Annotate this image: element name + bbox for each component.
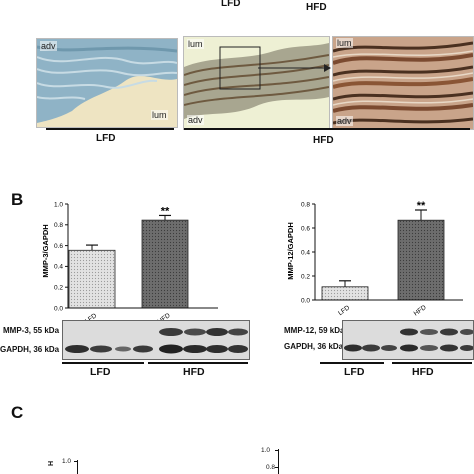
panel-c-right-tick-mark-2 (275, 467, 278, 468)
chart1-ytick-label-2: 0.4 (301, 249, 310, 256)
image1-label-adv: adv (40, 41, 57, 51)
chart1-ytick-label-3: 0.6 (301, 225, 310, 232)
blot-left-lfd-rule (62, 362, 144, 364)
chart1-xlabel-0: LFD (337, 304, 351, 317)
chart0-ylabel: MMP-3/GAPDH (41, 224, 50, 277)
blot-right-row1-label: MMP-12, 59 kDa (284, 326, 345, 335)
chart1-x-labels: LFD HFD (337, 304, 428, 318)
chart1-ytick-label-4: 0.8 (301, 201, 310, 208)
chart0-ytick-label-1: 0.2 (54, 285, 63, 292)
chart0-bar-hfd (141, 219, 189, 309)
image2-label-lum: lum (187, 39, 204, 49)
panel-a-group-lfd: LFD (96, 133, 116, 144)
hfd-zoom-micrograph: lum adv (332, 36, 474, 130)
lfd-aorta-micrograph: adv lum (36, 38, 178, 128)
chart1-ylabel-group: MMP-12/GAPDH (286, 222, 295, 280)
chart1-xlabel-1: HFD (413, 304, 428, 318)
chart0-ytick-label-4: 0.8 (54, 222, 63, 229)
blot-right-hfd-rule (392, 362, 472, 364)
panel-a-top-label-lfd: LFD (221, 0, 241, 9)
mmp12-bar-chart: MMP-12/GAPDH 0.0 0.2 0.4 0.6 0.8 ** LFD HFD (286, 200, 463, 318)
chart0-bar-lfd (68, 249, 116, 309)
image3-label-lum: lum (336, 38, 353, 48)
chart1-ylabel: MMP-12/GAPDH (286, 222, 295, 280)
chart0-ytick-label-0: 0.0 (54, 305, 63, 312)
panel-c-ylabel-fragment: H (48, 460, 55, 466)
chart1-bar-lfd (321, 286, 369, 301)
blot-right-group-hfd: HFD (412, 366, 434, 378)
chart1-y-ticks: 0.0 0.2 0.4 0.6 0.8 (301, 201, 315, 304)
panel-c-left-tick-1: 1.0 (62, 458, 72, 465)
chart0-ytick-label-2: 0.4 (54, 264, 63, 271)
chart0-significance-0: ** (161, 205, 170, 217)
hfd-aorta-micrograph: lum adv (183, 36, 330, 130)
blot-left-image (62, 320, 250, 360)
blot-right-image (342, 320, 474, 360)
image2-label-adv: adv (187, 115, 204, 125)
blot-left-group-hfd: HFD (183, 366, 205, 378)
panel-a-lfd-rule (46, 128, 174, 130)
chart0-bars: ** (68, 205, 189, 309)
panel-c-left-y-axis (77, 460, 78, 474)
chart1-bars: ** (321, 200, 445, 301)
chart0-ytick-label-3: 0.6 (54, 243, 63, 250)
zoom-arrow (258, 64, 331, 72)
blot-left-hfd-rule (148, 362, 248, 364)
panel-a-group-hfd: HFD (313, 135, 334, 146)
chart0-ylabel-group: MMP-3/GAPDH (41, 224, 50, 277)
chart1-bar-hfd (397, 219, 445, 301)
blot-left-group-lfd: LFD (90, 366, 111, 378)
panel-c-left-tick-mark (74, 461, 77, 462)
panel-c-letter: C (11, 403, 24, 422)
image1-label-lum: lum (151, 110, 168, 120)
blot-left-row1-label: MMP-3, 55 kDa (3, 326, 60, 335)
mmp3-bar-chart: MMP-3/GAPDH 0.00.20.40.60.81.0 ** LFD HFD (41, 201, 218, 325)
panel-c-right-tick-1: 1.0 (261, 447, 271, 454)
chart1-ytick-label-0: 0.0 (301, 297, 310, 304)
panel-c-right-y-axis (278, 449, 279, 474)
chart1-significance-0: ** (417, 200, 426, 212)
chart0-y-ticks: 0.0 0.2 0.4 0.6 0.8 1.0 (54, 201, 68, 312)
panel-a-top-label-hfd: HFD (306, 2, 327, 13)
panel-c-right-tick-mark-1 (275, 450, 278, 451)
panel-a-hfd-rule (184, 128, 470, 130)
chart0-ytick-label-5: 1.0 (54, 201, 63, 208)
chart1-ytick-label-1: 0.2 (301, 273, 310, 280)
blot-right-group-lfd: LFD (344, 366, 365, 378)
panel-b-letter: B (11, 190, 24, 209)
panel-c-right-tick-2: 0.8 (266, 464, 276, 471)
blot-left-row2-label: GAPDH, 36 kDa (0, 345, 60, 354)
image3-label-adv: adv (336, 116, 353, 126)
blot-right-row2-label: GAPDH, 36 kDa (284, 342, 344, 351)
blot-right-lfd-rule (320, 362, 384, 364)
